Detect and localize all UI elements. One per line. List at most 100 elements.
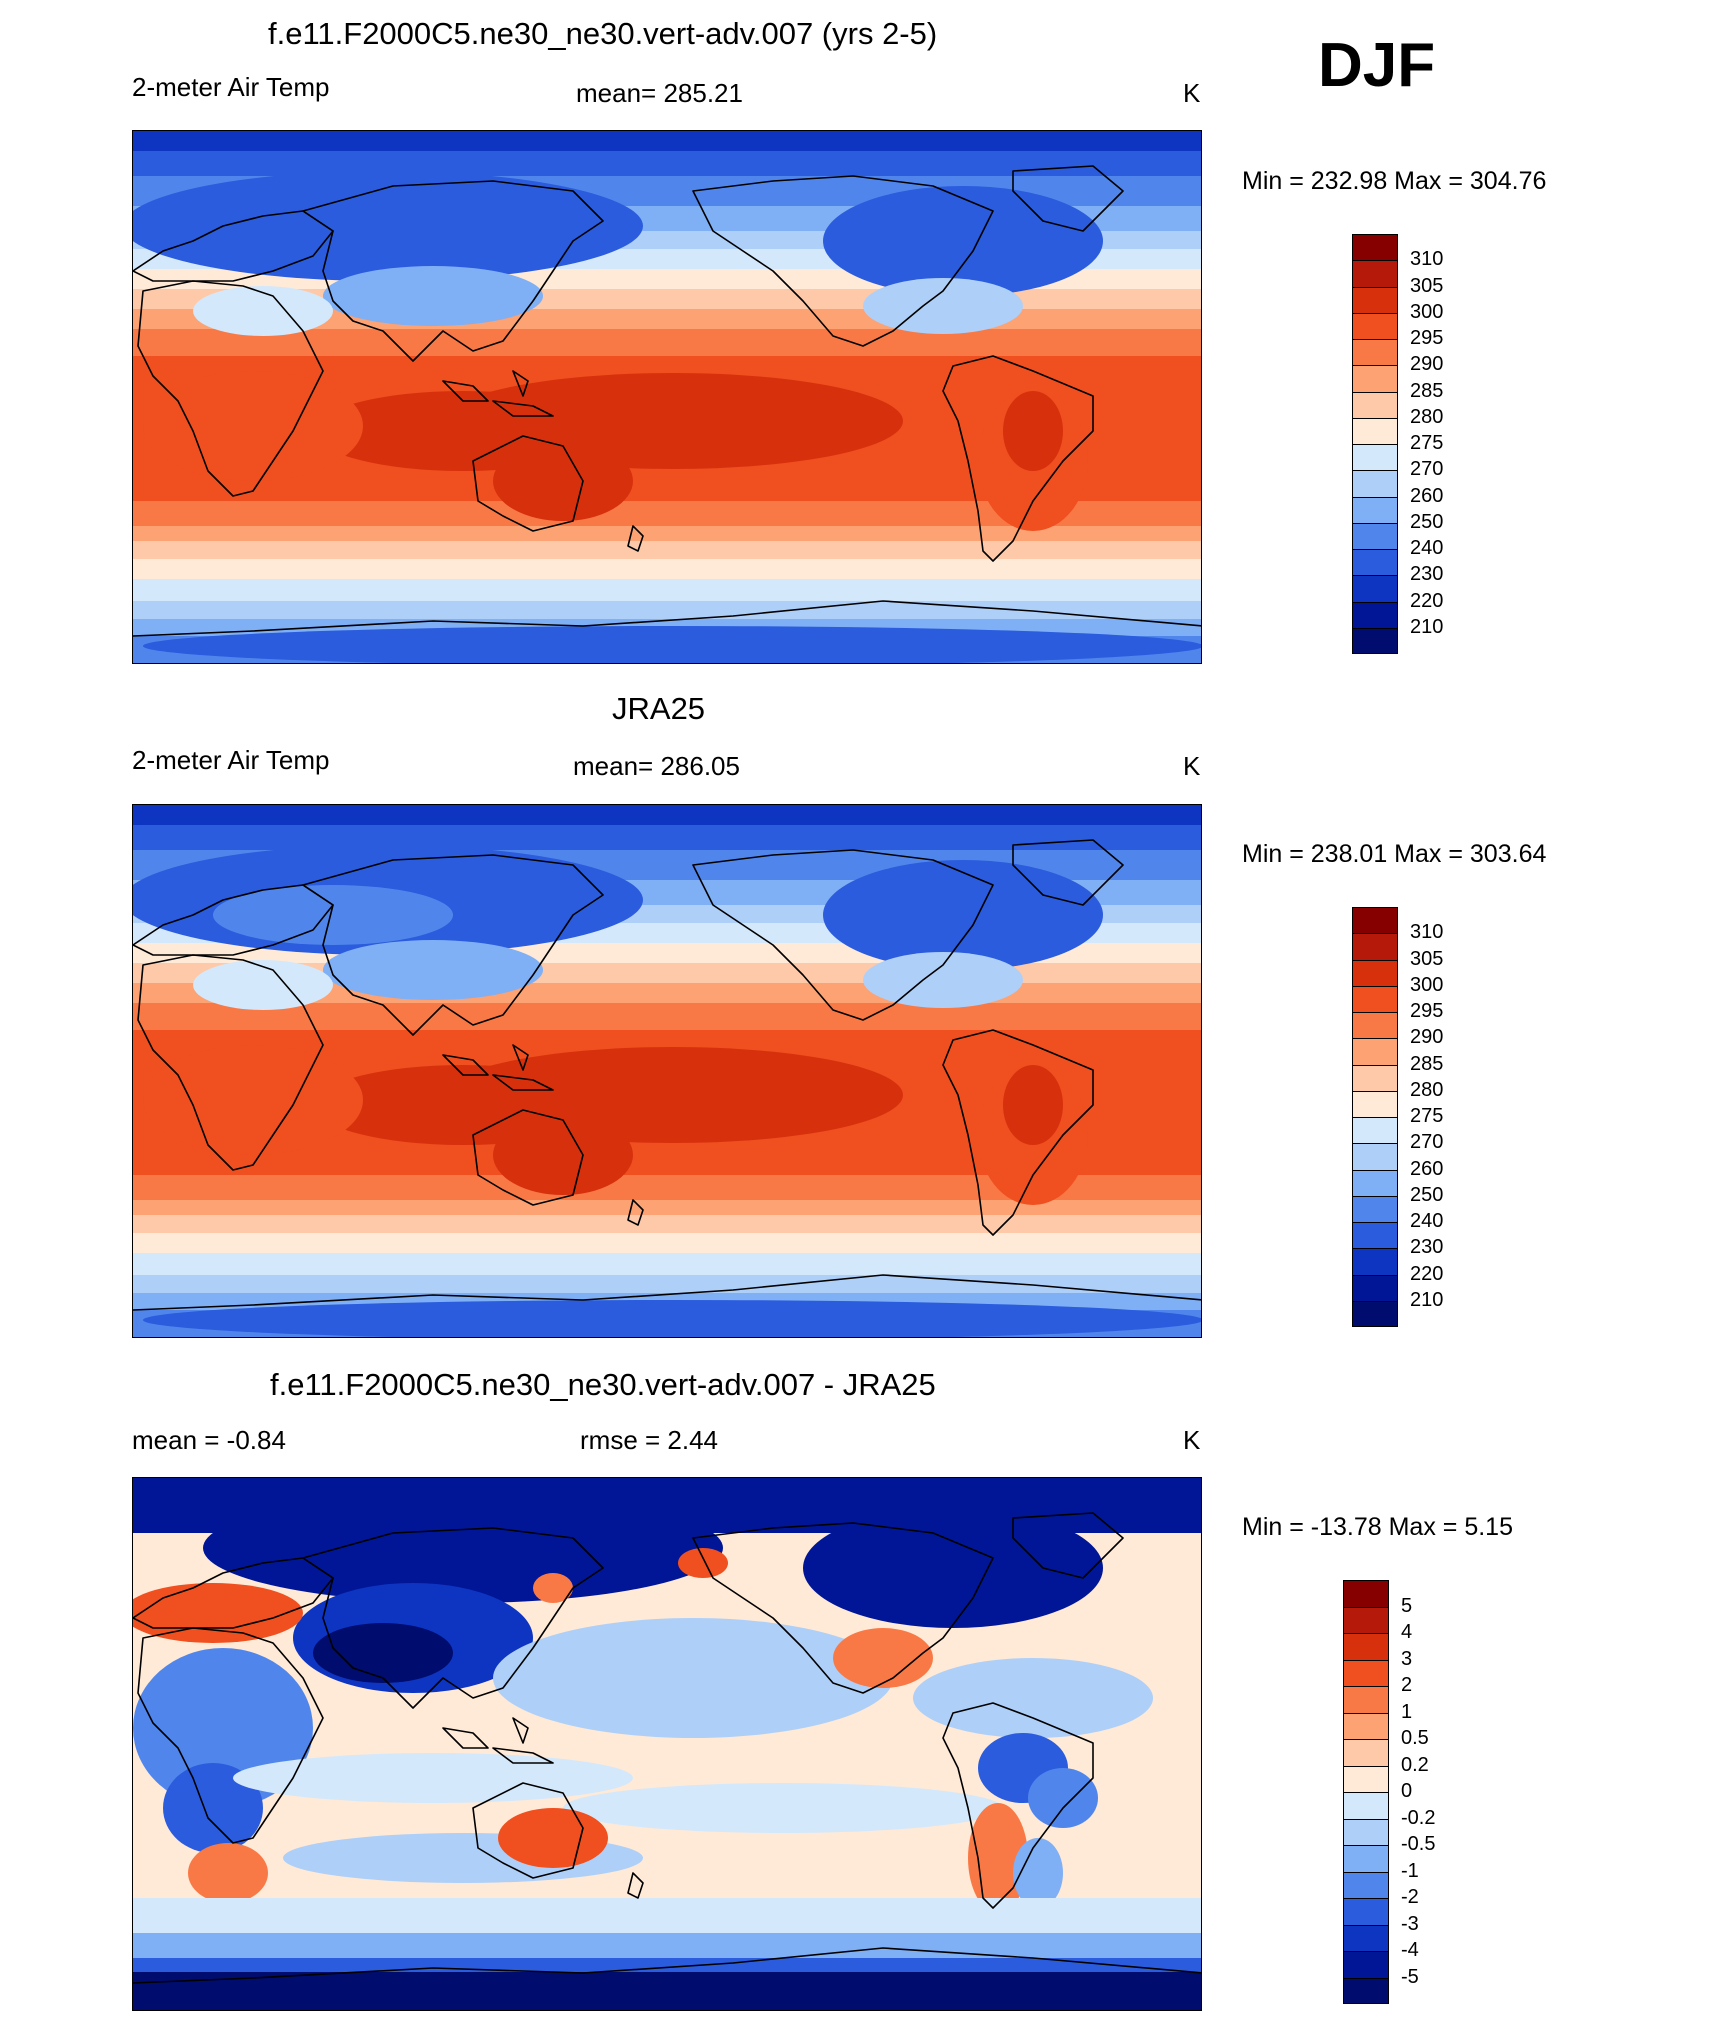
antarctica-cold bbox=[143, 626, 1201, 663]
colorbar-tick-label: 2 bbox=[1401, 1674, 1413, 1696]
colorbar-tick-label: 260 bbox=[1410, 484, 1444, 507]
coastline bbox=[1012, 839, 1124, 906]
panel-1-variable-label: 2-meter Air Temp bbox=[132, 72, 330, 102]
temperature-band bbox=[133, 329, 1201, 356]
coastline bbox=[442, 1727, 489, 1749]
colorbar-segment bbox=[1352, 907, 1398, 934]
antarctica-cold bbox=[143, 1300, 1201, 1337]
temperature-band bbox=[133, 825, 1201, 850]
colorbar-tick-label: 270 bbox=[1410, 458, 1444, 481]
colorbar-segment bbox=[1343, 1871, 1389, 1898]
temperature-band bbox=[133, 559, 1201, 579]
colorbar-frame bbox=[1352, 907, 1398, 1327]
colorbar-segment bbox=[1352, 1012, 1398, 1039]
coastline bbox=[692, 175, 994, 347]
coastline bbox=[942, 1702, 1094, 1909]
colorbar-segment bbox=[1352, 1064, 1398, 1091]
amazon-warm bbox=[1003, 391, 1063, 471]
coastline bbox=[942, 355, 1094, 562]
southern-band bbox=[133, 1898, 1201, 1933]
colorbar-tick-label: 5 bbox=[1401, 1594, 1413, 1617]
coastline bbox=[137, 1627, 324, 1844]
asia-cool bbox=[323, 940, 543, 1000]
africa-warm bbox=[143, 371, 363, 481]
coastline bbox=[137, 954, 324, 1171]
temperature-band bbox=[133, 131, 1201, 151]
amazon-warm bbox=[1003, 1065, 1063, 1145]
colorbar-segment bbox=[1343, 1686, 1389, 1713]
panel-1-units-label: K bbox=[1183, 78, 1201, 108]
temperature-band bbox=[133, 805, 1201, 825]
coastline bbox=[472, 435, 584, 532]
temperature-band bbox=[133, 1275, 1201, 1293]
coastline bbox=[1012, 165, 1124, 232]
coastline bbox=[442, 1054, 489, 1076]
colorbar-segment bbox=[1352, 1038, 1398, 1065]
panel-2-variable-label: 2-meter Air Temp bbox=[132, 745, 330, 775]
colorbar-tick-label: 0.5 bbox=[1401, 1727, 1429, 1749]
colorbar-tick-label: 210 bbox=[1410, 615, 1444, 638]
colorbar-segment bbox=[1343, 1898, 1389, 1925]
coastline bbox=[692, 849, 994, 1021]
coastline bbox=[133, 1274, 1201, 1311]
colorbar-segment bbox=[1352, 496, 1398, 523]
coastline bbox=[133, 1947, 1201, 1984]
coastline bbox=[1012, 1512, 1124, 1579]
colorbar-segment bbox=[1343, 1977, 1389, 2004]
colorbar-tick-label: -2 bbox=[1401, 1886, 1419, 1908]
anomaly-blob bbox=[1028, 1768, 1098, 1828]
colorbar-segment bbox=[1352, 391, 1398, 418]
colorbar-frame bbox=[1343, 1580, 1389, 2004]
coastline bbox=[512, 1717, 529, 1744]
panel-3-minmax: Min = -13.78 Max = 5.15 bbox=[1242, 1513, 1513, 1541]
anomaly-blob bbox=[188, 1843, 268, 1903]
colorbar-segment bbox=[1352, 1248, 1398, 1275]
colorbar-tick-label: 4 bbox=[1401, 1621, 1413, 1643]
anomaly-blob bbox=[1013, 1838, 1063, 1908]
coastline bbox=[472, 1782, 584, 1879]
colorbar-segment bbox=[1352, 1300, 1398, 1327]
coastline bbox=[492, 400, 554, 417]
colorbar-tick-label: -3 bbox=[1401, 1912, 1419, 1935]
season-label: DJF bbox=[1318, 31, 1436, 100]
colorbar-segment bbox=[1352, 1117, 1398, 1144]
anomaly-blob bbox=[968, 1803, 1028, 1913]
coastline bbox=[942, 1029, 1094, 1236]
coastline bbox=[302, 854, 604, 1036]
europe-mild bbox=[193, 286, 333, 336]
colorbar-tick-label: 210 bbox=[1410, 1288, 1444, 1311]
na-cool bbox=[863, 278, 1023, 334]
colorbar-segment bbox=[1352, 1143, 1398, 1170]
colorbar-segment bbox=[1343, 1951, 1389, 1978]
temperature-band bbox=[133, 541, 1201, 559]
colorbar-segment bbox=[1352, 1195, 1398, 1222]
colorbar-segment bbox=[1352, 286, 1398, 313]
coastline bbox=[137, 280, 324, 497]
colorbar-tick-label: 310 bbox=[1410, 921, 1444, 944]
colorbar-segment bbox=[1352, 312, 1398, 339]
coastline bbox=[492, 1074, 554, 1091]
colorbar-tick-label: 260 bbox=[1410, 1157, 1444, 1180]
colorbar-segment bbox=[1343, 1845, 1389, 1872]
colorbar-tick-label: 3 bbox=[1401, 1647, 1413, 1670]
colorbar-tick-label: -4 bbox=[1401, 1939, 1419, 1961]
colorbar-tick-label: 250 bbox=[1410, 1183, 1444, 1206]
anomaly-blob bbox=[563, 1783, 1003, 1833]
coastlines bbox=[133, 1512, 1201, 1984]
temperature-band bbox=[133, 1233, 1201, 1253]
anomaly-blob bbox=[803, 1508, 1103, 1628]
colorbar-segment bbox=[1352, 1169, 1398, 1196]
panel-2-title: JRA25 bbox=[612, 691, 706, 726]
coastline bbox=[627, 1199, 644, 1226]
anomaly-blob bbox=[678, 1548, 728, 1578]
colorbar-segment bbox=[1352, 260, 1398, 287]
panel-3-colorbar: 5 4 3 2 1 0.5 0.2 0 -0.2 -0.5 -1 -2 -3 -4 -5 bbox=[1343, 1580, 1435, 2004]
anomaly-blob bbox=[203, 1493, 723, 1603]
colorbar-segment bbox=[1352, 985, 1398, 1012]
colorbar-segment bbox=[1343, 1739, 1389, 1766]
temperature-band bbox=[133, 151, 1201, 176]
anomaly-blob bbox=[498, 1808, 608, 1868]
asia-cool bbox=[323, 266, 543, 326]
coastline bbox=[302, 1527, 604, 1709]
panel-1-title: f.e11.F2000C5.ne30_ne30.vert-adv.007 (yr… bbox=[268, 16, 938, 51]
